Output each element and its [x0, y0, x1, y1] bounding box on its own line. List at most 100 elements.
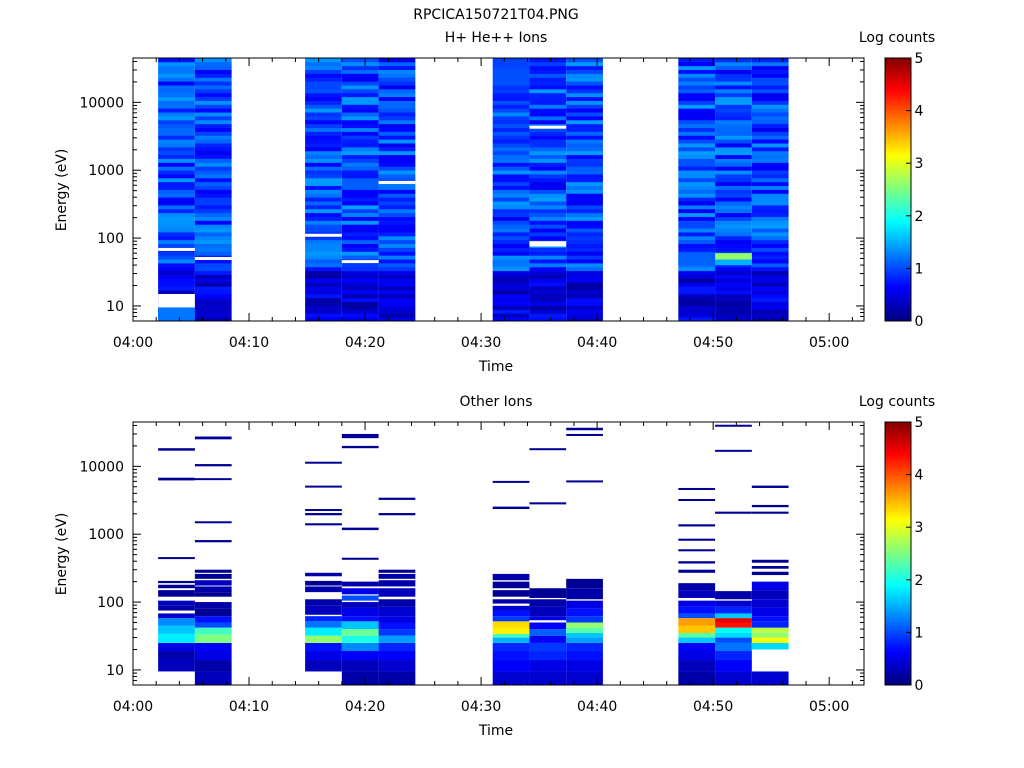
heatmap-cell: [378, 162, 416, 167]
heatmap-cell: [751, 69, 789, 74]
colorbar-swatch: [885, 181, 911, 185]
heatmap-cell: [341, 116, 379, 121]
colorbar-swatch: [885, 592, 911, 597]
heatmap-cell: [751, 642, 789, 650]
heatmap-cell: [529, 170, 567, 175]
heatmap-cell: [492, 116, 530, 121]
heatmap-cell: [529, 259, 567, 264]
heatmap-cell: [715, 618, 752, 623]
panel-title: Other Ions: [459, 394, 532, 410]
colorbar-swatch: [885, 579, 911, 583]
heatmap-cell: [305, 119, 342, 125]
colorbar-swatch: [885, 263, 911, 267]
colorbar-swatch: [885, 458, 911, 462]
heatmap-cell: [341, 305, 379, 310]
colorbar-swatch: [885, 221, 911, 225]
heatmap-cell: [341, 85, 379, 90]
heatmap-cell: [678, 112, 716, 117]
heatmap-cell: [715, 301, 752, 306]
heatmap-cell: [194, 174, 232, 179]
heatmap-cell: [678, 189, 716, 194]
heatmap-cell: [715, 177, 752, 183]
heatmap-cell: [566, 616, 603, 623]
heatmap-cell: [194, 305, 232, 310]
heatmap-cell: [529, 448, 567, 451]
heatmap-cell: [194, 573, 232, 579]
heatmap-cell: [378, 266, 416, 272]
heatmap-cell: [566, 622, 603, 628]
heatmap-cell: [751, 286, 789, 291]
heatmap-cell: [305, 77, 342, 82]
heatmap-cell: [341, 73, 379, 78]
colorbar-swatch: [885, 671, 911, 675]
heatmap-cell: [529, 88, 567, 94]
colorbar-swatch: [885, 495, 911, 499]
colorbar-swatch: [885, 653, 911, 657]
colorbar-swatch: [885, 205, 911, 209]
heatmap-cell: [305, 274, 342, 279]
colorbar-swatch: [885, 81, 911, 85]
heatmap-cell: [492, 309, 530, 314]
x-tick-label: 04:40: [577, 335, 617, 351]
heatmap-cell: [715, 239, 752, 245]
colorbar-swatch: [885, 278, 911, 283]
heatmap-cell: [678, 228, 716, 233]
heatmap-cell: [305, 572, 342, 577]
colorbar-swatch: [885, 257, 911, 262]
heatmap-cell: [158, 651, 195, 658]
colorbar-swatch: [885, 508, 911, 512]
heatmap-cell: [158, 243, 195, 248]
heatmap-cell: [341, 170, 379, 175]
heatmap-cell: [492, 317, 530, 322]
heatmap-cell: [341, 96, 379, 101]
heatmap-cell: [378, 119, 416, 125]
colorbar-swatch: [885, 118, 911, 122]
heatmap-cell: [305, 301, 342, 306]
colorbar-swatch: [885, 611, 911, 615]
heatmap-cell: [678, 204, 716, 210]
heatmap-cell: [305, 127, 342, 132]
heatmap-cell: [751, 293, 789, 299]
colorbar-swatch: [885, 249, 911, 254]
heatmap-cell: [194, 81, 232, 86]
heatmap-cell: [566, 96, 603, 101]
colorbar-swatch: [885, 627, 911, 631]
heatmap-cell: [566, 58, 603, 63]
colorbar-swatch: [885, 500, 911, 505]
heatmap-cell: [751, 504, 789, 508]
heatmap-cell: [678, 270, 716, 275]
heatmap-cell: [158, 274, 195, 279]
heatmap-cell: [194, 108, 232, 113]
heatmap-cell: [305, 116, 342, 121]
heatmap-cell: [751, 197, 789, 202]
heatmap-cell: [678, 92, 716, 98]
heatmap-cell: [158, 282, 195, 287]
heatmap-cell: [378, 216, 416, 221]
heatmap-cell: [566, 235, 603, 241]
heatmap-cell: [678, 135, 716, 140]
colorbar-swatch: [885, 171, 911, 175]
heatmap-cell: [751, 88, 789, 94]
colorbar-swatch: [885, 511, 911, 515]
colorbar-swatch: [885, 477, 911, 481]
heatmap-cell: [751, 239, 789, 245]
heatmap-cell: [305, 255, 342, 260]
heatmap-cell: [158, 239, 195, 245]
colorbar-swatch: [885, 234, 911, 238]
heatmap-cell: [378, 313, 416, 318]
heatmap-cell: [341, 197, 379, 202]
heatmap-cell: [194, 123, 232, 129]
heatmap-cell: [341, 220, 379, 225]
heatmap-cell: [678, 243, 716, 248]
colorbar-tick-label: 4: [915, 104, 924, 120]
heatmap-cell: [678, 262, 716, 268]
heatmap-cell: [158, 104, 195, 109]
heatmap-cell: [751, 282, 789, 287]
colorbar-swatch: [885, 110, 911, 114]
heatmap-cell: [378, 580, 416, 587]
heatmap-cell: [751, 216, 789, 221]
heatmap-cell: [751, 671, 789, 685]
heatmap-cell: [378, 569, 416, 573]
heatmap-cell: [529, 108, 567, 113]
heatmap-cell: [492, 671, 530, 685]
